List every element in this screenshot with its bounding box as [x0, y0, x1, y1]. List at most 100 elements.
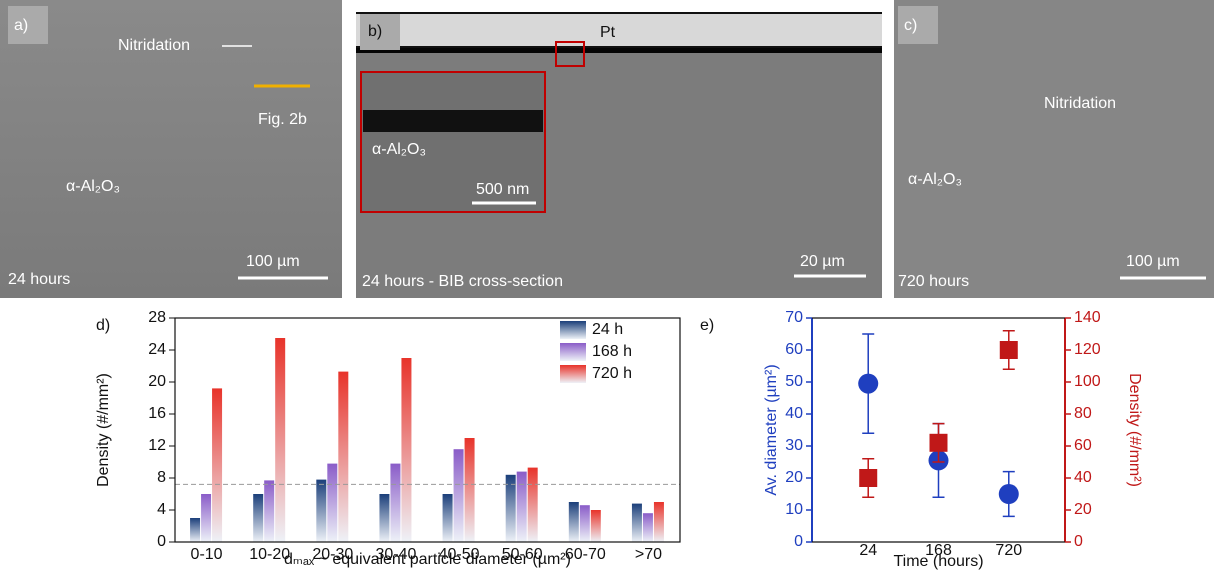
x-tick-label: 30-40: [375, 546, 416, 563]
micrograph-c: c) Nitridation α-Al₂O₃ 100 µm 720 hours: [894, 0, 1214, 298]
y-tick-label: 4: [157, 501, 166, 518]
bar: [190, 518, 201, 542]
plot-frame: [174, 317, 681, 543]
annotation: α-Al₂O₃: [908, 171, 962, 188]
bar: [453, 449, 464, 542]
y-tick-label: 40: [785, 405, 803, 422]
annotation: α-Al₂O₃: [372, 141, 426, 158]
bar: [201, 494, 212, 542]
annotation: Nitridation: [1044, 95, 1116, 112]
bar: [505, 474, 516, 542]
scale-bar-label: 20 µm: [800, 253, 845, 270]
bar: [642, 513, 653, 542]
bar: [390, 463, 401, 542]
marker: [929, 433, 948, 452]
y-tick-label: 30: [785, 437, 803, 454]
y-tick-label: 0: [794, 533, 803, 550]
bar: [212, 388, 223, 542]
bar: [568, 502, 579, 542]
y2-tick-label: 100: [1074, 373, 1101, 390]
y2-tick-label: 40: [1074, 469, 1092, 486]
y2-axis-label: Density (#/mm²): [1126, 373, 1143, 487]
legend-label: 720 h: [592, 365, 632, 382]
bar: [527, 467, 538, 542]
marker: [859, 469, 878, 487]
panel-label: e): [700, 317, 714, 334]
x-tick-label: 0-10: [191, 546, 223, 563]
x-tick-label: 20-30: [312, 546, 353, 563]
legend-label: 24 h: [592, 321, 623, 338]
y-tick-label: 28: [148, 309, 166, 326]
y-tick-label: 20: [148, 373, 166, 390]
bar: [379, 494, 390, 542]
x-axis-label: Time (hours): [893, 553, 983, 570]
y-tick-label: 10: [785, 501, 803, 518]
y-tick-label: 8: [157, 469, 166, 486]
caption: 24 hours: [8, 271, 70, 288]
y2-tick-label: 80: [1074, 405, 1092, 422]
annotation: Pt: [600, 24, 616, 41]
bar: [590, 510, 601, 542]
y-tick-label: 16: [148, 405, 166, 422]
x-tick-label: >70: [635, 546, 662, 563]
legend-label: 168 h: [592, 343, 632, 360]
bar: [464, 438, 475, 542]
panel-label: d): [96, 317, 110, 334]
x-tick-label: 60-70: [565, 546, 606, 563]
y2-tick-label: 120: [1074, 341, 1101, 358]
bar: [264, 480, 275, 542]
legend-swatch: [560, 365, 586, 383]
marker: [858, 373, 879, 394]
legend-swatch: [560, 321, 586, 339]
scale-bar-label: 100 µm: [246, 253, 300, 270]
y-tick-label: 70: [785, 309, 803, 326]
y-axis-label: Av. diameter (µm²): [763, 364, 780, 495]
x-tick-label: 24: [859, 542, 877, 559]
x-tick-label: 10-20: [249, 546, 290, 563]
y2-tick-label: 20: [1074, 501, 1092, 518]
bar: [316, 479, 327, 542]
caption: 720 hours: [898, 273, 969, 290]
x-tick-label: 40-50: [439, 546, 480, 563]
bar: [653, 502, 664, 542]
annotation: Fig. 2b: [258, 111, 307, 128]
panel-label: a): [14, 17, 28, 34]
bar: [327, 463, 338, 542]
y-tick-label: 20: [785, 469, 803, 486]
marker: [999, 341, 1018, 359]
marker: [998, 484, 1019, 504]
caption: 24 hours - BIB cross-section: [362, 273, 563, 290]
y2-tick-label: 140: [1074, 309, 1101, 326]
y2-tick-label: 0: [1074, 533, 1083, 550]
legend-swatch: [560, 343, 586, 361]
annotation: Nitridation: [118, 37, 190, 54]
bar: [275, 338, 286, 542]
x-axis-label: dₘₐₓ ~ equivalent particle diameter (µm²…: [284, 551, 571, 568]
panel-label: c): [904, 17, 917, 34]
scale-bar-label: 100 µm: [1126, 253, 1180, 270]
bar: [579, 505, 590, 542]
bar: [442, 494, 453, 542]
x-tick-label: 168: [925, 542, 952, 559]
scale-bar-label: 500 nm: [476, 181, 529, 198]
bar: [631, 503, 642, 542]
charts: d) Density (#/mm²) dₘₐₓ ~ equivalent parti…: [95, 309, 1143, 570]
y-tick-label: 12: [148, 437, 166, 454]
bar: [253, 494, 264, 542]
micrograph-b: Pt α-Al₂O₃ 500 nm b) 24 hours - BIB cros…: [356, 12, 882, 298]
y-tick-label: 50: [785, 373, 803, 390]
y-tick-label: 0: [157, 533, 166, 550]
micrograph-a: a) Nitridation Fig. 2b α-Al₂O₃ 100 µm 24…: [0, 0, 342, 298]
x-tick-label: 50-60: [502, 546, 543, 563]
x-tick-label: 720: [995, 542, 1022, 559]
bar: [401, 358, 412, 542]
panel-label: b): [368, 23, 382, 40]
bar: [338, 371, 349, 542]
y-tick-label: 60: [785, 341, 803, 358]
y2-tick-label: 60: [1074, 437, 1092, 454]
annotation: α-Al₂O₃: [66, 178, 120, 195]
y-tick-label: 24: [148, 341, 166, 358]
bar: [516, 471, 527, 542]
y-axis-label: Density (#/mm²): [95, 373, 112, 487]
